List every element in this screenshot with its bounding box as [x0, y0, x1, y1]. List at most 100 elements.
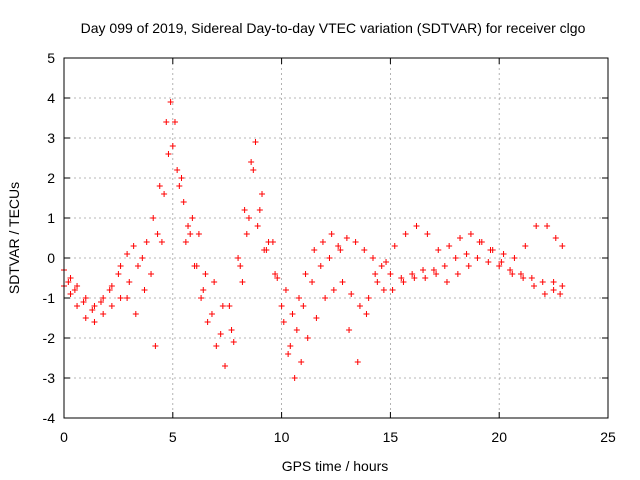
data-point: [372, 271, 379, 277]
data-point: [195, 231, 202, 237]
data-point: [343, 235, 350, 241]
data-point: [91, 319, 98, 325]
data-point: [250, 167, 257, 173]
data-point: [443, 279, 450, 285]
data-point: [152, 343, 159, 349]
data-point: [150, 215, 157, 221]
y-tick-label: -3: [43, 370, 56, 386]
data-point: [352, 239, 359, 245]
data-point: [298, 359, 305, 365]
data-point: [498, 259, 505, 265]
data-point: [446, 243, 453, 249]
y-tick-label: 0: [47, 250, 55, 266]
data-point: [80, 299, 87, 305]
data-point: [248, 159, 255, 165]
data-point: [169, 143, 176, 149]
data-point: [354, 359, 361, 365]
data-point: [243, 231, 250, 237]
data-point: [420, 267, 427, 273]
data-point: [71, 287, 78, 293]
data-point: [97, 299, 104, 305]
data-point: [541, 291, 548, 297]
data-point: [463, 251, 470, 257]
y-axis-label: SDTVAR / TECUs: [6, 182, 22, 294]
data-point: [132, 311, 139, 317]
data-point: [156, 183, 163, 189]
data-point: [219, 303, 226, 309]
data-point: [430, 267, 437, 273]
x-tick-label: 0: [60, 429, 68, 445]
data-point: [435, 247, 442, 253]
data-point: [287, 343, 294, 349]
data-point: [191, 263, 198, 269]
data-point: [171, 119, 178, 125]
data-point: [339, 279, 346, 285]
data-point: [100, 311, 107, 317]
x-tick-label: 25: [600, 429, 616, 445]
data-point: [256, 207, 263, 213]
y-tick-label: -4: [43, 410, 56, 426]
data-point: [187, 231, 194, 237]
series-group: [61, 139, 566, 349]
data-point: [496, 263, 503, 269]
data-point: [313, 315, 320, 321]
data-point: [115, 271, 122, 277]
data-point: [208, 311, 215, 317]
data-point: [559, 243, 566, 249]
data-point: [67, 291, 74, 297]
data-point: [520, 275, 527, 281]
data-point: [317, 263, 324, 269]
data-point: [293, 327, 300, 333]
data-point: [230, 339, 237, 345]
data-point: [274, 275, 281, 281]
data-point: [424, 231, 431, 237]
data-point: [106, 287, 113, 293]
x-tick-label: 5: [169, 429, 177, 445]
data-point: [452, 255, 459, 261]
data-point: [280, 319, 287, 325]
data-point: [413, 223, 420, 229]
data-point: [176, 183, 183, 189]
data-point: [544, 223, 551, 229]
data-point: [185, 223, 192, 229]
data-point: [533, 223, 540, 229]
data-point: [134, 263, 141, 269]
data-point: [261, 247, 268, 253]
data-point: [411, 275, 418, 281]
data-point: [517, 271, 524, 277]
data-point: [245, 215, 252, 221]
data-point: [204, 319, 211, 325]
data-point: [217, 331, 224, 337]
data-point: [511, 255, 518, 261]
data-point: [328, 231, 335, 237]
data-point: [380, 287, 387, 293]
data-point: [178, 175, 185, 181]
data-point: [124, 295, 131, 301]
data-point: [487, 247, 494, 253]
data-point: [457, 235, 464, 241]
data-point: [557, 291, 564, 297]
data-point: [154, 231, 161, 237]
data-point: [337, 247, 344, 253]
data-point: [304, 335, 311, 341]
x-axis-label: GPS time / hours: [282, 458, 389, 474]
y-tick-label: -1: [43, 290, 56, 306]
data-point: [550, 279, 557, 285]
data-point: [400, 279, 407, 285]
data-point: [139, 255, 146, 261]
data-point: [422, 275, 429, 281]
data-point: [163, 119, 170, 125]
data-point: [89, 307, 96, 313]
data-point: [82, 315, 89, 321]
data-point: [130, 243, 137, 249]
data-point: [539, 279, 546, 285]
data-point: [213, 343, 220, 349]
data-point: [311, 247, 318, 253]
y-tick-label: 4: [47, 90, 55, 106]
data-point: [252, 139, 259, 145]
data-point: [108, 283, 115, 289]
data-point: [346, 327, 353, 333]
y-tick-label: 3: [47, 130, 55, 146]
data-point: [409, 271, 416, 277]
